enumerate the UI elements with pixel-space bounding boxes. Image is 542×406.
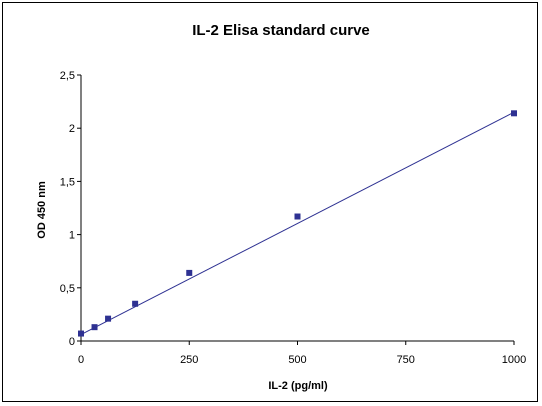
data-point <box>186 269 193 276</box>
data-point <box>91 324 98 331</box>
data-points <box>78 110 517 337</box>
y-tick-label: 0 <box>69 336 75 348</box>
x-tick-label: 0 <box>78 354 84 366</box>
chart-frame <box>2 2 538 402</box>
data-point <box>78 330 84 337</box>
y-ticks: 0 0,5 1 1,5 2 2,5 <box>60 70 81 348</box>
data-point <box>511 110 517 117</box>
x-tick-label: 750 <box>397 354 415 366</box>
y-tick-label: 1,5 <box>60 176 75 188</box>
y-tick-label: 2 <box>69 123 75 135</box>
x-tick-label: 250 <box>180 354 198 366</box>
x-tick-label: 1000 <box>502 354 526 366</box>
x-axis-label: IL-2 (pg/ml) <box>268 380 328 392</box>
y-tick-label: 1 <box>69 230 75 242</box>
y-tick-label: 0,5 <box>60 283 75 295</box>
y-axis-label: OD 450 nm <box>36 181 48 239</box>
data-point <box>294 213 301 220</box>
x-tick-label: 500 <box>288 354 306 366</box>
y-tick-label: 2,5 <box>60 70 75 82</box>
data-point <box>105 315 112 322</box>
trendline <box>80 111 515 336</box>
x-ticks: 0 250 500 750 1000 <box>78 341 526 366</box>
chart-title: IL-2 Elisa standard curve <box>192 22 370 39</box>
data-point <box>132 300 139 307</box>
